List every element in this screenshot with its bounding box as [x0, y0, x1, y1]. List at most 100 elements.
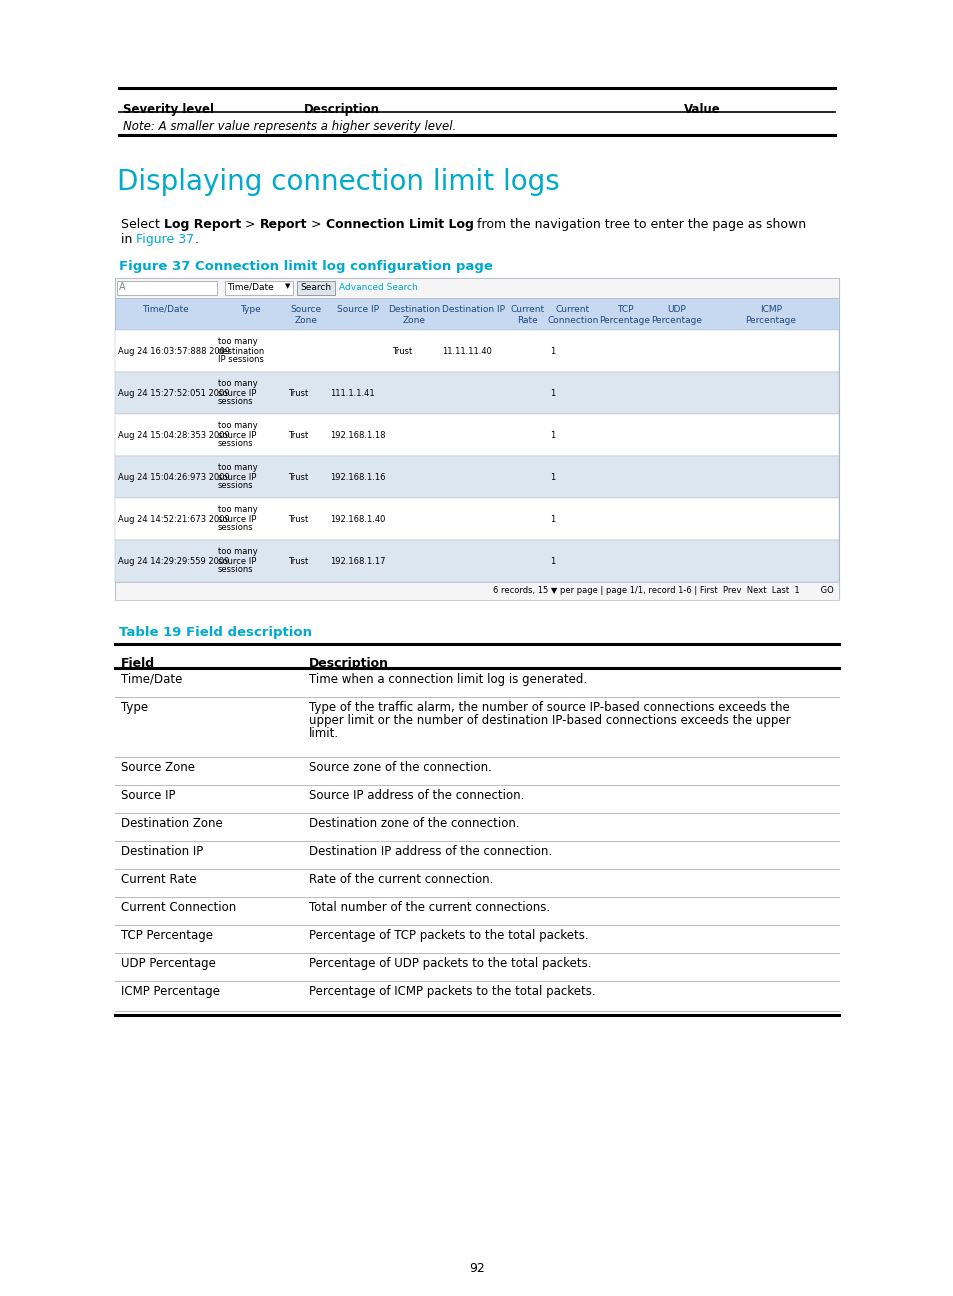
Text: Aug 24 14:29:29:559 2009: Aug 24 14:29:29:559 2009 — [118, 556, 229, 565]
Text: Source IP address of the connection.: Source IP address of the connection. — [309, 789, 524, 802]
Text: Field: Field — [121, 657, 155, 670]
Text: upper limit or the number of destination IP-based connections exceeds the upper: upper limit or the number of destination… — [309, 714, 790, 727]
Text: ▼: ▼ — [285, 283, 290, 289]
Text: 1: 1 — [550, 473, 555, 482]
Text: Zone: Zone — [294, 316, 317, 325]
Text: 1: 1 — [550, 556, 555, 565]
Text: destination: destination — [218, 346, 265, 355]
Text: Connection Limit Log: Connection Limit Log — [325, 218, 473, 231]
Text: Figure 37: Figure 37 — [136, 233, 194, 246]
Text: Figure 37 Connection limit log configuration page: Figure 37 Connection limit log configura… — [119, 260, 493, 273]
Text: Severity level: Severity level — [123, 102, 213, 117]
Text: Description: Description — [309, 657, 389, 670]
Text: Destination zone of the connection.: Destination zone of the connection. — [309, 816, 519, 829]
Text: source IP: source IP — [218, 556, 256, 565]
Text: too many: too many — [218, 337, 257, 346]
Text: ICMP Percentage: ICMP Percentage — [121, 985, 220, 998]
Text: Percentage of TCP packets to the total packets.: Percentage of TCP packets to the total p… — [309, 929, 588, 942]
Text: sessions: sessions — [218, 565, 253, 574]
Text: Time/Date: Time/Date — [141, 305, 188, 314]
Text: Current Rate: Current Rate — [121, 874, 196, 886]
Text: Destination Zone: Destination Zone — [121, 816, 222, 829]
Text: 192.168.1.17: 192.168.1.17 — [330, 556, 385, 565]
Text: 111.1.1.41: 111.1.1.41 — [330, 389, 375, 398]
Text: Rate: Rate — [517, 316, 537, 325]
Text: 192.168.1.40: 192.168.1.40 — [330, 515, 385, 524]
Text: Rate of the current connection.: Rate of the current connection. — [309, 874, 493, 886]
Text: Zone: Zone — [402, 316, 425, 325]
Text: Percentage: Percentage — [598, 316, 650, 325]
Text: >: > — [307, 218, 325, 231]
Text: Note: A smaller value represents a higher severity level.: Note: A smaller value represents a highe… — [123, 121, 456, 133]
Text: Destination IP address of the connection.: Destination IP address of the connection… — [309, 845, 552, 858]
Text: Time/Date: Time/Date — [121, 673, 182, 686]
Text: Trust: Trust — [288, 389, 308, 398]
Bar — [115, 540, 838, 582]
Text: Current: Current — [556, 305, 590, 314]
Text: Search: Search — [299, 283, 331, 292]
Text: Value: Value — [683, 102, 720, 117]
Text: Trust: Trust — [288, 515, 308, 524]
Text: Aug 24 15:27:52:051 2009: Aug 24 15:27:52:051 2009 — [118, 389, 230, 398]
Text: 11.11.11.40: 11.11.11.40 — [441, 346, 492, 355]
Text: too many: too many — [218, 547, 257, 556]
Text: 192.168.1.16: 192.168.1.16 — [330, 473, 385, 482]
Text: Trust: Trust — [392, 346, 412, 355]
Bar — [115, 279, 838, 597]
Text: Destination IP: Destination IP — [121, 845, 203, 858]
Bar — [115, 330, 838, 372]
Text: Destination IP: Destination IP — [442, 305, 505, 314]
Text: UDP: UDP — [667, 305, 685, 314]
Text: Source zone of the connection.: Source zone of the connection. — [309, 761, 492, 774]
Text: Aug 24 14:52:21:673 2009: Aug 24 14:52:21:673 2009 — [118, 515, 230, 524]
Bar — [115, 498, 838, 540]
Text: Percentage of ICMP packets to the total packets.: Percentage of ICMP packets to the total … — [309, 985, 595, 998]
Text: 1: 1 — [550, 389, 555, 398]
Text: Current: Current — [511, 305, 544, 314]
Text: Current Connection: Current Connection — [121, 901, 236, 914]
Text: Percentage of UDP packets to the total packets.: Percentage of UDP packets to the total p… — [309, 956, 591, 969]
Text: limit.: limit. — [309, 727, 338, 740]
Text: Select: Select — [121, 218, 164, 231]
Text: >: > — [241, 218, 259, 231]
Text: too many: too many — [218, 505, 257, 515]
Text: IP sessions: IP sessions — [218, 355, 264, 364]
Text: Report: Report — [259, 218, 307, 231]
Text: Table 19 Field description: Table 19 Field description — [119, 626, 312, 639]
Text: Aug 24 15:04:26:973 2009: Aug 24 15:04:26:973 2009 — [118, 473, 230, 482]
Text: sessions: sessions — [218, 398, 253, 407]
Text: too many: too many — [218, 421, 257, 430]
Text: Time/Date: Time/Date — [227, 283, 274, 292]
Text: source IP: source IP — [218, 430, 256, 439]
Text: Source IP: Source IP — [121, 789, 175, 802]
Text: 6 records, 15 ▼ per page | page 1/1, record 1-6 | First  Prev  Next  Last  1    : 6 records, 15 ▼ per page | page 1/1, rec… — [493, 586, 833, 595]
Text: Source IP: Source IP — [336, 305, 378, 314]
Text: Advanced Search: Advanced Search — [338, 283, 417, 292]
Text: Time when a connection limit log is generated.: Time when a connection limit log is gene… — [309, 673, 586, 686]
Bar — [115, 279, 838, 298]
Text: Type: Type — [239, 305, 260, 314]
Text: ICMP: ICMP — [760, 305, 781, 314]
Text: Total number of the current connections.: Total number of the current connections. — [309, 901, 550, 914]
Text: 1: 1 — [550, 346, 555, 355]
Text: source IP: source IP — [218, 473, 256, 482]
Text: Trust: Trust — [288, 430, 308, 439]
Text: Aug 24 15:04:28:353 2009: Aug 24 15:04:28:353 2009 — [118, 430, 230, 439]
Text: Type of the traffic alarm, the number of source IP-based connections exceeds the: Type of the traffic alarm, the number of… — [309, 701, 789, 714]
Text: Source: Source — [290, 305, 321, 314]
Bar — [225, 281, 293, 295]
Bar — [296, 281, 335, 295]
Text: sessions: sessions — [218, 482, 253, 490]
Bar — [115, 582, 838, 600]
Text: Source Zone: Source Zone — [121, 761, 194, 774]
Text: in: in — [121, 233, 136, 246]
Bar — [115, 298, 838, 330]
Text: 92: 92 — [469, 1262, 484, 1275]
Text: source IP: source IP — [218, 515, 256, 524]
Text: Trust: Trust — [288, 556, 308, 565]
Text: .: . — [194, 233, 198, 246]
Text: A: A — [119, 283, 126, 292]
Text: Connection: Connection — [547, 316, 598, 325]
Text: Percentage: Percentage — [744, 316, 796, 325]
Text: too many: too many — [218, 464, 257, 473]
